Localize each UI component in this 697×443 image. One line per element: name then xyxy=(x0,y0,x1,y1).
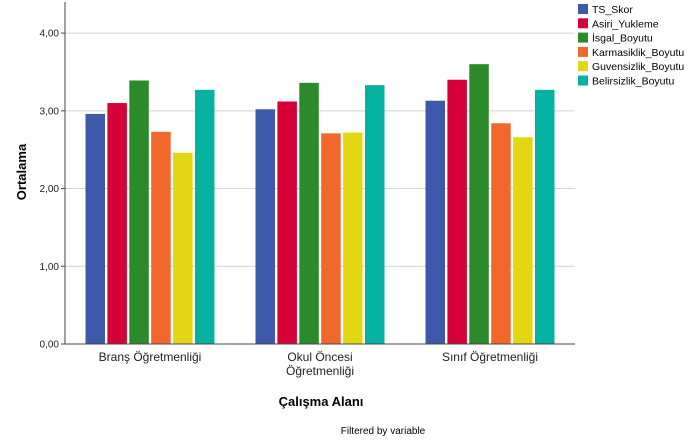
x-category-label: Sınıf Öğretmenliği xyxy=(442,350,538,364)
bar xyxy=(425,100,445,344)
bar xyxy=(535,89,555,344)
x-axis-category-labels: Branş Öğretmenliği Okul ÖncesiÖğretmenliğ… xyxy=(99,350,538,378)
y-axis-ticks: 0,00 1,00 2,00 3,00 4,00 xyxy=(40,29,65,351)
filter-footnote: Filtered by variable xyxy=(341,426,426,437)
legend-label: TS_Skor xyxy=(592,4,633,16)
legend-label: Karmasiklik_Boyutu xyxy=(592,47,684,59)
y-tick-label: 4,00 xyxy=(40,29,60,40)
y-tick-label: 0,00 xyxy=(40,340,60,351)
bar xyxy=(277,101,297,344)
bar xyxy=(129,80,149,344)
legend-label: Belirsizlik_Boyutu xyxy=(592,76,674,88)
legend-swatch xyxy=(578,61,588,72)
legend-swatch xyxy=(578,4,588,14)
y-tick-label: 1,00 xyxy=(40,262,60,273)
legend-label: Guvensizlik_Boyutu xyxy=(592,61,684,73)
bar xyxy=(447,79,467,345)
x-category-label: Öğretmenliği xyxy=(286,364,354,378)
legend-label: İsgal_Boyutu xyxy=(592,32,653,45)
legend-swatch xyxy=(578,75,588,86)
bar xyxy=(491,123,511,344)
bar xyxy=(195,89,215,344)
bar xyxy=(173,152,193,344)
bar xyxy=(85,113,105,344)
y-axis-title: Ortalama xyxy=(14,143,29,200)
bars xyxy=(85,64,555,345)
bar xyxy=(255,109,275,344)
bar xyxy=(151,131,171,344)
bar xyxy=(343,132,363,344)
bar xyxy=(469,64,489,344)
y-tick-label: 2,00 xyxy=(40,184,60,195)
bar xyxy=(321,133,341,344)
legend: TS_Skor Asiri_Yukleme İsgal_Boyutu Karmasik… xyxy=(578,4,684,88)
legend-swatch xyxy=(578,46,588,57)
x-category-label: Branş Öğretmenliği xyxy=(99,350,202,364)
gridlines xyxy=(65,32,575,267)
legend-label: Asiri_Yukleme xyxy=(592,18,659,30)
bar xyxy=(513,137,533,344)
x-axis-title: Çalışma Alanı xyxy=(279,394,364,409)
bar xyxy=(299,82,319,344)
bar xyxy=(107,103,127,344)
bar xyxy=(365,85,385,344)
legend-swatch xyxy=(578,18,588,29)
legend-swatch xyxy=(578,32,588,43)
x-category-label: Okul Öncesi xyxy=(287,350,352,364)
y-tick-label: 3,00 xyxy=(40,106,60,117)
